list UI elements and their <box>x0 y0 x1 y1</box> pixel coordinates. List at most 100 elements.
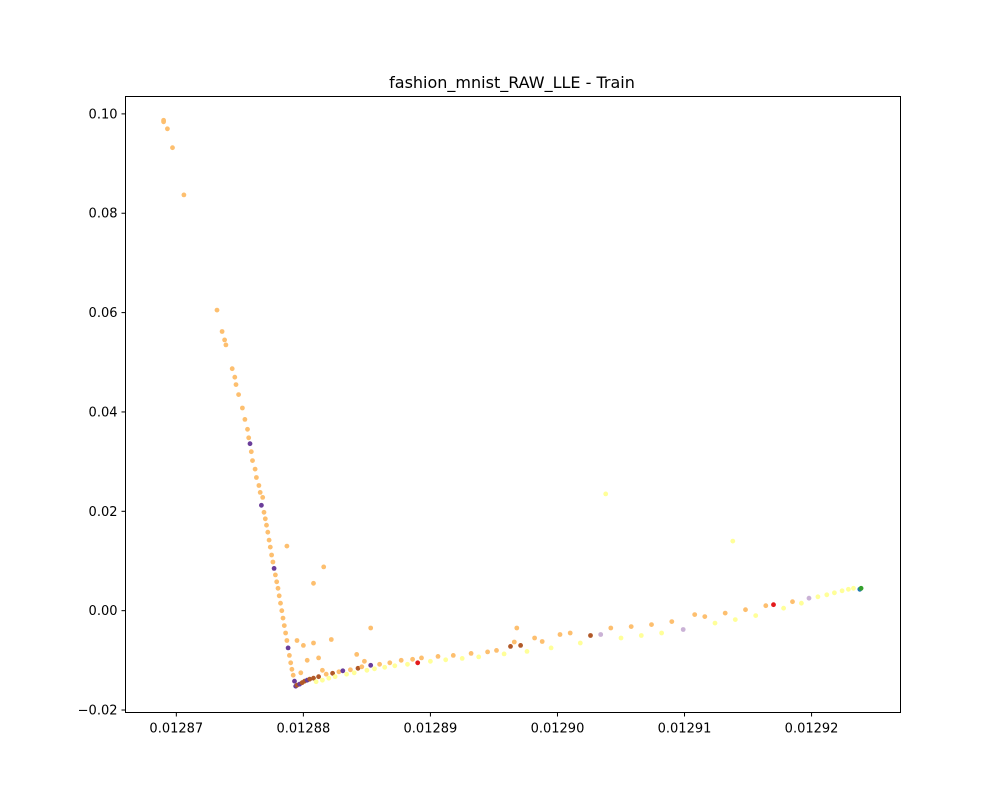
data-point <box>267 544 273 550</box>
data-point <box>476 654 482 660</box>
data-point <box>266 537 272 543</box>
data-point <box>261 509 267 515</box>
data-point <box>548 645 554 651</box>
data-point <box>223 342 229 348</box>
data-point <box>320 677 325 683</box>
data-point <box>269 552 274 558</box>
data-point <box>815 594 821 600</box>
data-point <box>732 617 738 622</box>
data-point <box>273 572 278 578</box>
data-point <box>468 651 474 656</box>
data-point <box>307 676 313 682</box>
data-point <box>250 458 255 463</box>
data-point <box>264 522 269 528</box>
data-point <box>790 599 795 605</box>
data-point <box>294 638 300 643</box>
data-point <box>320 667 325 673</box>
x-tick-label: 0.01289 <box>404 722 458 737</box>
x-tick-label: 0.01287 <box>149 722 203 737</box>
data-point <box>364 667 370 673</box>
data-point <box>692 612 698 617</box>
data-point <box>311 580 316 586</box>
data-point <box>539 639 545 644</box>
data-point <box>290 672 296 678</box>
data-point <box>284 543 290 549</box>
data-point <box>242 417 248 422</box>
data-point <box>326 675 332 681</box>
data-point <box>532 635 537 641</box>
data-point <box>289 666 295 672</box>
data-point <box>311 640 316 646</box>
y-tick-label: 0.02 <box>89 505 118 520</box>
data-point <box>161 119 167 125</box>
data-point <box>181 192 187 198</box>
data-point <box>501 651 507 657</box>
data-point <box>280 615 286 621</box>
data-point <box>459 656 465 661</box>
data-point <box>254 475 259 480</box>
data-point <box>321 564 327 570</box>
data-point <box>222 337 228 343</box>
data-point <box>355 665 361 671</box>
data-point <box>214 307 220 313</box>
y-tick-label: 0.10 <box>89 107 118 122</box>
x-tick-label: 0.01291 <box>658 722 712 737</box>
data-point <box>288 660 294 666</box>
data-point <box>344 671 349 677</box>
data-point <box>669 619 675 624</box>
data-point <box>304 657 310 663</box>
data-point <box>219 329 225 334</box>
data-point <box>330 670 335 676</box>
data-point <box>608 625 614 631</box>
data-point <box>170 145 175 151</box>
data-point <box>285 645 291 651</box>
data-point <box>410 656 415 662</box>
x-tick-label: 0.01290 <box>531 722 585 737</box>
data-point <box>781 605 786 611</box>
data-point <box>387 660 393 666</box>
y-tick-label: −0.02 <box>78 704 118 719</box>
data-point <box>265 529 271 535</box>
data-point <box>236 392 242 397</box>
data-point <box>287 653 292 658</box>
data-point <box>428 658 433 664</box>
data-point <box>284 638 290 643</box>
data-point <box>316 655 321 661</box>
data-point <box>858 585 864 591</box>
data-point <box>753 613 759 618</box>
y-tick-label: 0.08 <box>89 207 118 222</box>
points-layer <box>161 117 864 689</box>
data-point <box>359 664 365 670</box>
data-point <box>618 635 624 641</box>
data-point <box>514 625 520 631</box>
data-point <box>743 607 748 613</box>
data-point <box>275 585 281 591</box>
data-point <box>649 622 654 627</box>
data-point <box>659 630 664 636</box>
data-point <box>348 667 353 673</box>
data-point <box>722 610 728 616</box>
data-point <box>323 671 329 677</box>
data-point <box>771 602 776 608</box>
data-point <box>232 374 238 380</box>
data-point <box>511 639 517 645</box>
data-point <box>311 675 316 681</box>
data-point <box>281 623 287 628</box>
data-point <box>270 559 276 565</box>
data-point <box>351 670 357 676</box>
data-point <box>354 652 360 657</box>
x-tick-label: 0.01288 <box>276 722 330 737</box>
data-point <box>279 608 285 614</box>
data-point <box>508 644 513 649</box>
data-point <box>298 670 304 676</box>
data-point <box>435 654 441 659</box>
data-point <box>301 643 306 648</box>
data-point <box>340 668 346 674</box>
data-point <box>799 600 804 606</box>
data-point <box>283 630 288 636</box>
data-point <box>233 382 239 387</box>
data-point <box>260 495 266 500</box>
y-tick-label: 0.00 <box>89 604 118 619</box>
data-point <box>240 405 245 411</box>
